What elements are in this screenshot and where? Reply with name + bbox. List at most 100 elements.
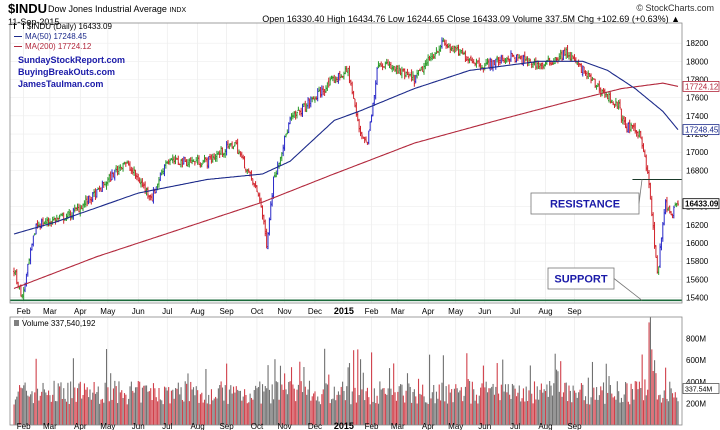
- volume-bar: [217, 388, 219, 425]
- volume-bar: [604, 403, 606, 425]
- volume-bar: [517, 392, 519, 425]
- volume-bar: [297, 384, 299, 425]
- volume-bar: [583, 400, 585, 425]
- volume-bar: [31, 391, 33, 425]
- volume-bar: [620, 397, 623, 425]
- volume-bar: [492, 383, 494, 425]
- volume-bar: [111, 399, 113, 425]
- y-tick-label: 16200: [686, 221, 709, 230]
- volume-bar: [371, 352, 373, 425]
- volume-bar: [181, 399, 184, 425]
- volume-bar: [242, 396, 244, 425]
- volume-bar: [41, 391, 43, 425]
- volume-bar: [75, 401, 77, 425]
- volume-bar: [467, 379, 469, 425]
- volume-bar: [417, 378, 420, 425]
- volume-bar: [602, 382, 605, 425]
- volume-bar: [424, 402, 426, 425]
- y-tick-label: 16800: [686, 166, 709, 175]
- volume-bar: [45, 392, 47, 425]
- volume-bar: [368, 397, 370, 425]
- volume-bar: [435, 391, 438, 425]
- volume-bar: [252, 399, 254, 425]
- volume-bar: [426, 402, 428, 425]
- volume-bar: [57, 383, 59, 425]
- volume-bar: [158, 388, 160, 425]
- volume-bar: [408, 383, 410, 425]
- volume-bar: [536, 386, 538, 425]
- volume-bar: [68, 403, 70, 425]
- volume-bar: [313, 393, 315, 425]
- volume-bar: [125, 394, 127, 425]
- volume-bar: [42, 382, 44, 425]
- volume-bar: [53, 380, 55, 425]
- volume-bar: [478, 395, 480, 425]
- volume-x-tick-label: Jun: [132, 422, 145, 430]
- volume-bar: [348, 363, 351, 425]
- volume-bar: [423, 396, 425, 425]
- volume-bar: [328, 374, 330, 425]
- volume-bar: [589, 404, 591, 425]
- chart-date: 11-Sep-2015: [8, 17, 60, 27]
- volume-bar: [405, 390, 407, 425]
- volume-bar: [652, 371, 654, 425]
- volume-bar: [172, 389, 174, 425]
- site-link-jamestaulman[interactable]: JamesTaulman.com: [18, 79, 104, 89]
- volume-bar: [93, 382, 95, 425]
- volume-bar: [568, 385, 570, 425]
- volume-bar: [556, 369, 558, 425]
- x-tick-label: Jul: [510, 307, 520, 316]
- x-tick-label: Mar: [391, 307, 405, 316]
- ohlc-readout: Open 16330.40 High 16434.76 Low 16244.65…: [262, 14, 680, 24]
- volume-bar: [321, 394, 323, 425]
- volume-bar: [453, 388, 455, 425]
- volume-bar: [384, 393, 386, 425]
- volume-bar: [433, 384, 435, 425]
- volume-y-tick-label: 600M: [686, 356, 706, 365]
- volume-bar: [525, 386, 527, 425]
- volume-bar: [32, 403, 34, 425]
- volume-bar: [656, 399, 658, 425]
- volume-bar: [452, 402, 454, 425]
- volume-bar: [625, 382, 627, 425]
- volume-bar: [572, 385, 574, 425]
- volume-bar: [216, 398, 218, 425]
- volume-bar: [507, 384, 509, 425]
- volume-bar: [477, 403, 479, 425]
- volume-bar: [213, 398, 215, 425]
- volume-bar: [667, 401, 669, 425]
- volume-bar: [576, 397, 578, 425]
- volume-bar: [400, 384, 402, 425]
- volume-bar: [176, 388, 178, 425]
- volume-bar: [542, 392, 544, 425]
- volume-bar: [136, 387, 138, 425]
- site-link-sundaystockreport[interactable]: SundayStockReport.com: [18, 55, 126, 65]
- volume-bar: [278, 399, 280, 425]
- volume-x-tick-label: Feb: [365, 422, 379, 430]
- volume-bar: [150, 388, 152, 425]
- volume-x-tick-label: Oct: [251, 422, 264, 430]
- site-link-buyingbreakouts[interactable]: BuyingBreakOuts.com: [18, 67, 116, 77]
- volume-bar: [234, 392, 236, 425]
- volume-bar: [71, 398, 73, 425]
- volume-bar: [49, 395, 51, 425]
- y-tick-label: 15600: [686, 275, 709, 284]
- volume-bar: [394, 392, 396, 425]
- volume-bar: [659, 394, 661, 425]
- volume-bar: [438, 384, 440, 425]
- volume-bar: [615, 399, 617, 425]
- volume-bar: [226, 363, 228, 425]
- x-tick-label: May: [448, 307, 463, 316]
- volume-bar: [491, 386, 493, 425]
- volume-bar: [406, 373, 409, 425]
- volume-bar: [601, 390, 603, 425]
- volume-bar: [239, 390, 241, 425]
- price-legend-label: $INDU (Daily) 16433.09: [27, 22, 112, 31]
- x-tick-label: 2015: [334, 306, 354, 316]
- volume-bar: [208, 394, 210, 425]
- volume-bar: [580, 383, 582, 425]
- volume-bar: [482, 365, 484, 425]
- volume-bar: [302, 392, 304, 425]
- volume-bar: [231, 393, 233, 425]
- volume-bar: [361, 389, 363, 425]
